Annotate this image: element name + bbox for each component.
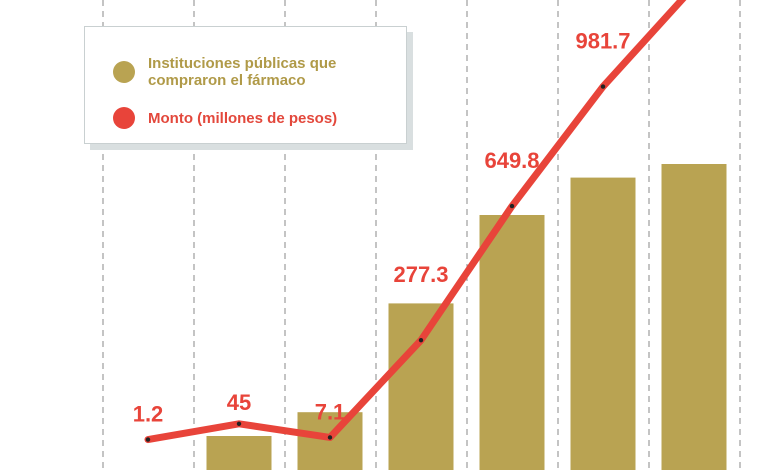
bar-5: [570, 177, 636, 470]
bar-1: [206, 436, 272, 470]
data-labels: 1.2 45 7.1 277.3 649.8 981.7: [133, 29, 631, 427]
bar-4: [479, 215, 545, 470]
line-series: [144, 0, 687, 444]
bar-2: [297, 412, 363, 470]
data-label-1: 45: [227, 390, 251, 415]
line-point-2: [327, 435, 333, 440]
legend-swatch-line: [113, 107, 135, 129]
bar-6: [661, 164, 727, 470]
data-label-2: 7.1: [315, 399, 346, 424]
line-point-3: [418, 337, 424, 343]
line-point-1: [236, 421, 242, 426]
legend-item-bars: Instituciones públicas que compraron el …: [113, 55, 406, 89]
data-label-4: 649.8: [484, 148, 539, 173]
bar-3: [388, 303, 454, 470]
legend-swatch-bars: [113, 61, 135, 83]
legend-label-bars: Instituciones públicas que compraron el …: [148, 55, 337, 89]
line-point-5: [600, 84, 606, 89]
legend-item-line: Monto (millones de pesos): [113, 107, 337, 129]
line-point-4: [509, 203, 515, 209]
data-label-0: 1.2: [133, 402, 164, 427]
bars: [206, 164, 727, 470]
line-point-0: [145, 437, 151, 442]
data-label-3: 277.3: [393, 262, 448, 287]
legend: Instituciones públicas que compraron el …: [84, 26, 407, 144]
data-label-5: 981.7: [575, 29, 630, 54]
legend-label-line: Monto (millones de pesos): [148, 109, 338, 127]
